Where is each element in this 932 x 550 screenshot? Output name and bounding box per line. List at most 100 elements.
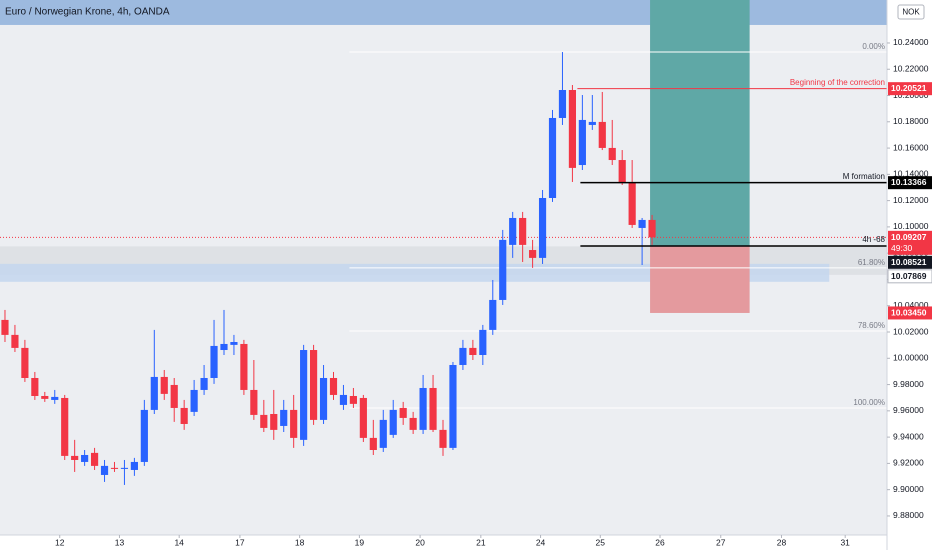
candle-body bbox=[509, 217, 517, 245]
y-tick-label: 10.04000 bbox=[893, 300, 929, 310]
candle-body bbox=[280, 409, 288, 426]
price-tag bbox=[888, 82, 932, 96]
candle-body bbox=[210, 345, 218, 378]
candle-body bbox=[41, 395, 49, 399]
fib-label: 100.00% bbox=[853, 398, 885, 407]
candle-body bbox=[140, 409, 148, 462]
x-tick-label: 21 bbox=[476, 537, 486, 547]
x-tick-label: 20 bbox=[415, 537, 425, 547]
candle-body bbox=[170, 384, 178, 408]
candle-body bbox=[638, 219, 646, 228]
candle-body bbox=[489, 299, 497, 330]
candle-body bbox=[61, 397, 69, 456]
time-axis bbox=[0, 535, 887, 550]
candle-body bbox=[389, 409, 397, 435]
price-tag-label: 10.08521 bbox=[891, 257, 927, 267]
candle-body bbox=[558, 89, 567, 118]
line-label: 4h -68 bbox=[862, 235, 885, 244]
candle-body bbox=[538, 197, 547, 258]
price-tag bbox=[887, 269, 932, 284]
candle-body bbox=[150, 376, 158, 410]
x-tick-label: 26 bbox=[655, 537, 665, 547]
y-tick-label: 9.90000 bbox=[893, 484, 924, 494]
candle-body bbox=[409, 417, 417, 430]
y-tick-label: 10.24000 bbox=[893, 37, 929, 47]
candle-body bbox=[81, 454, 89, 462]
y-tick-label: 9.88000 bbox=[893, 510, 924, 520]
candle-body bbox=[319, 377, 328, 420]
fib-label: 78.60% bbox=[858, 321, 885, 330]
x-tick-label: 17 bbox=[235, 537, 245, 547]
candle-body bbox=[300, 350, 308, 440]
y-tick-label: 10.00000 bbox=[893, 353, 929, 363]
x-tick-label: 12 bbox=[55, 537, 65, 547]
x-tick-label: 28 bbox=[777, 537, 787, 547]
y-tick-label: 10.16000 bbox=[893, 142, 929, 152]
currency-label: NOK bbox=[902, 8, 920, 17]
x-tick-label: 14 bbox=[174, 537, 184, 547]
candle-body bbox=[618, 160, 626, 184]
profit-zone bbox=[650, 0, 750, 247]
y-tick-label: 10.12000 bbox=[893, 195, 929, 205]
candle-body bbox=[419, 387, 427, 430]
overlay: 10.2400010.2200010.2000010.1800010.16000… bbox=[55, 37, 932, 547]
candle-body bbox=[160, 376, 168, 394]
candle-body bbox=[449, 364, 457, 448]
y-tick-label: 9.94000 bbox=[893, 431, 924, 441]
candle-body bbox=[260, 414, 268, 428]
price-tag bbox=[888, 255, 932, 269]
price-tag-label: 10.13366 bbox=[891, 177, 927, 187]
y-tick-label: 9.92000 bbox=[893, 458, 924, 468]
candle-body bbox=[31, 377, 39, 396]
candle-body bbox=[290, 409, 298, 438]
candle-body bbox=[369, 437, 377, 450]
line-label: Beginning of the correction bbox=[790, 78, 885, 87]
price-tag-label: 10.03450 bbox=[891, 308, 927, 318]
price-tag bbox=[888, 230, 932, 255]
candle-body bbox=[459, 347, 467, 365]
candle-body bbox=[130, 461, 138, 470]
candle-body bbox=[399, 407, 407, 418]
price-tag-label: 10.20521 bbox=[891, 83, 927, 93]
candle-body bbox=[439, 429, 447, 448]
candle-body bbox=[100, 465, 109, 475]
candle-body bbox=[11, 334, 19, 348]
candle-body bbox=[379, 419, 387, 448]
price-tag-label: 10.07869 bbox=[891, 271, 927, 281]
fib-label: 0.00% bbox=[862, 42, 885, 51]
y-tick-label: 10.10000 bbox=[893, 221, 929, 231]
price-tag bbox=[888, 176, 932, 190]
candle-body bbox=[578, 119, 586, 166]
candle-body bbox=[220, 343, 228, 351]
plot-area: 0.00% 61.80% 78.60% 100.00% Beginning of the… bbox=[0, 0, 887, 485]
candle-body bbox=[270, 413, 278, 430]
candle-body bbox=[608, 147, 616, 161]
x-tick-label: 19 bbox=[355, 537, 365, 547]
candle-body bbox=[190, 389, 198, 412]
price-tag bbox=[888, 306, 932, 320]
candle-body bbox=[469, 347, 477, 356]
candle-body bbox=[628, 183, 636, 225]
candle-body bbox=[1, 319, 9, 335]
fib-label: 61.80% bbox=[858, 258, 885, 267]
candle-body bbox=[548, 117, 557, 198]
candle-body bbox=[339, 394, 348, 405]
candle-body bbox=[310, 350, 318, 420]
loss-zone bbox=[650, 246, 750, 313]
y-tick-label: 9.98000 bbox=[893, 379, 924, 389]
candle-body bbox=[329, 377, 338, 395]
candle-body bbox=[71, 455, 79, 460]
price-tag-label: 10.09207 bbox=[891, 232, 927, 242]
countdown-label: 49:30 bbox=[891, 243, 913, 253]
y-tick-label: 10.02000 bbox=[893, 326, 929, 336]
candle-body bbox=[588, 121, 596, 125]
candle-body bbox=[200, 377, 208, 390]
candle-body bbox=[349, 395, 357, 404]
chart-title: Euro / Norwegian Krone, 4h, OANDA bbox=[5, 7, 170, 18]
line-label: M formation bbox=[843, 172, 885, 181]
x-tick-label: 24 bbox=[536, 537, 546, 547]
candle-body bbox=[429, 387, 437, 430]
y-tick-label: 10.22000 bbox=[893, 63, 929, 73]
x-tick-label: 31 bbox=[840, 537, 850, 547]
